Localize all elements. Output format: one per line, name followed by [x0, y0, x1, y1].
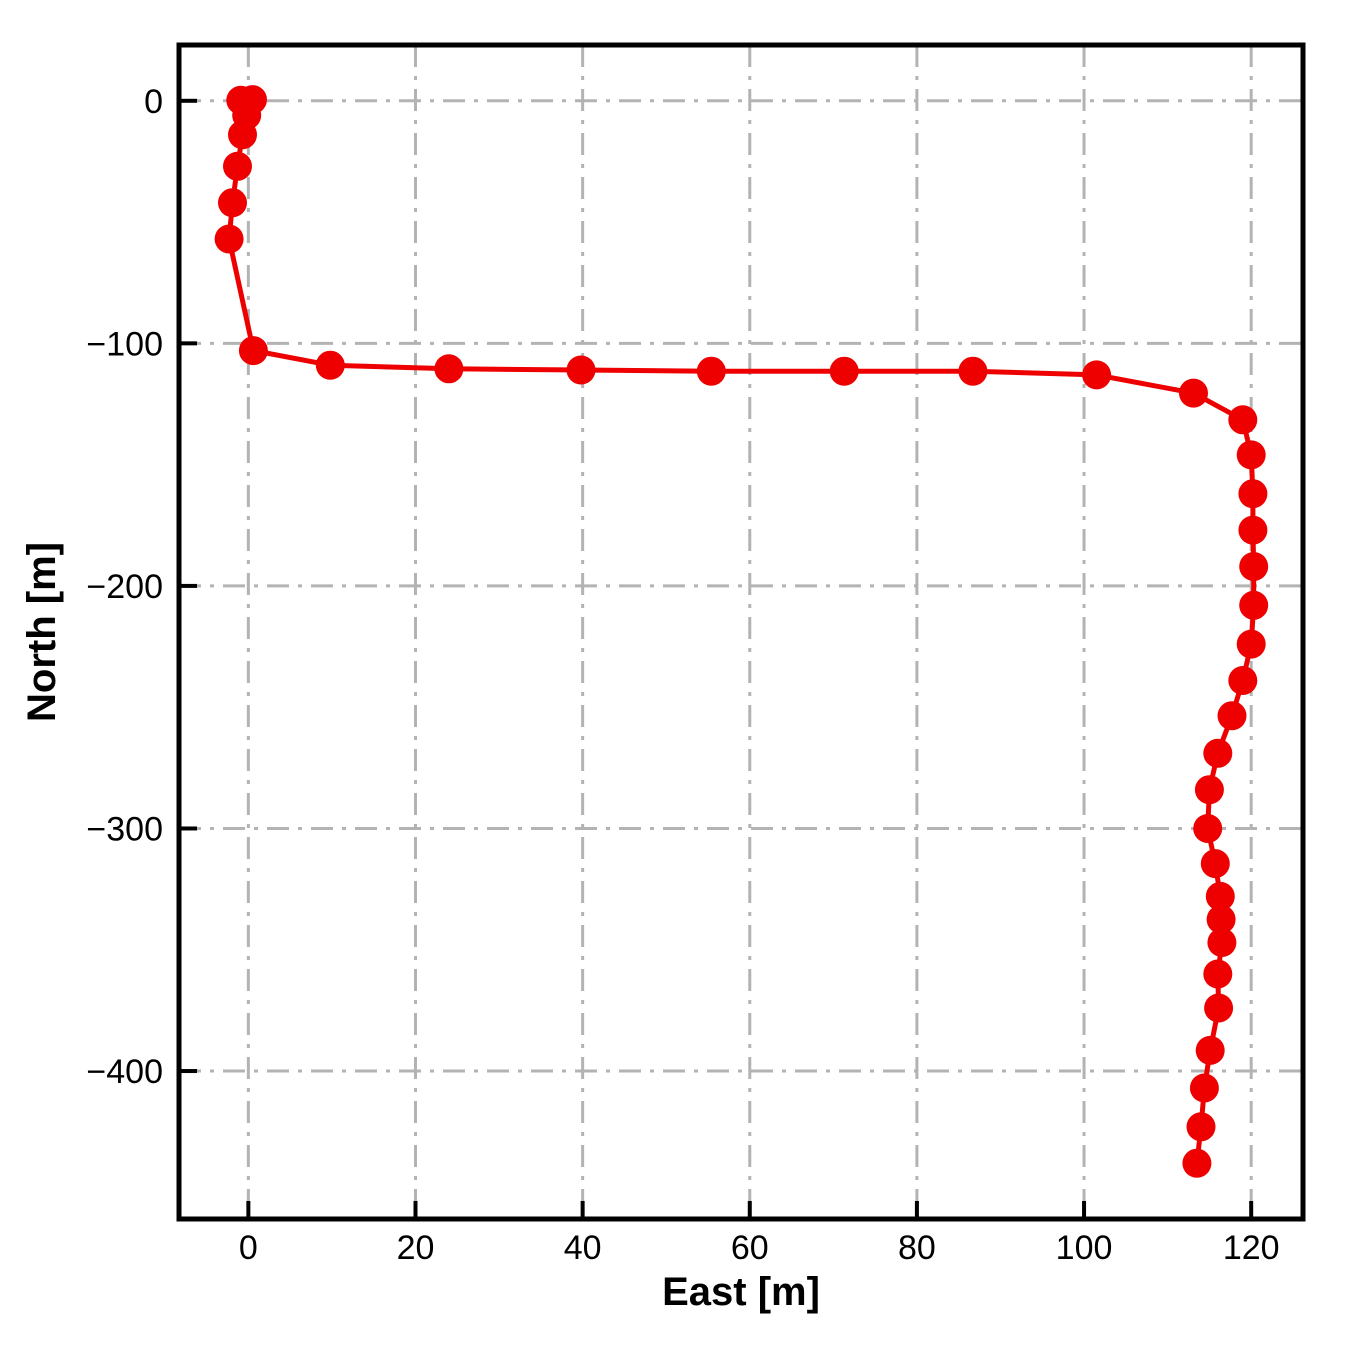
y-tick-label: −100	[86, 325, 163, 363]
trajectory-marker	[228, 120, 257, 150]
y-tick-label: −300	[86, 810, 163, 848]
y-tick-label: −200	[86, 568, 163, 606]
trajectory-marker	[1228, 666, 1258, 695]
trajectory-marker	[1207, 928, 1237, 957]
trajectory-marker	[1238, 515, 1268, 545]
x-tick-label: 60	[731, 1229, 769, 1267]
x-tick-label: 20	[397, 1229, 435, 1267]
y-axis-label: North [m]	[20, 542, 64, 722]
trajectory-marker	[1239, 552, 1269, 581]
x-tick-label: 40	[564, 1229, 602, 1267]
trajectory-marker	[1204, 993, 1234, 1023]
trajectory-marker	[214, 224, 244, 254]
trajectory-marker	[1236, 440, 1266, 470]
trajectory-marker	[434, 354, 464, 384]
trajectory-marker	[696, 356, 726, 386]
trajectory-marker	[238, 336, 268, 366]
x-tick-label: 100	[1056, 1229, 1113, 1267]
trajectory-marker	[829, 356, 859, 386]
trajectory-marker	[1238, 479, 1268, 509]
trajectory-marker	[1236, 629, 1266, 659]
x-tick-label: 80	[898, 1229, 936, 1267]
trajectory-marker	[1205, 881, 1235, 911]
x-tick-label: 120	[1223, 1229, 1280, 1267]
trajectory-marker	[1186, 1112, 1216, 1142]
y-tick-label: 0	[144, 83, 163, 121]
trajectory-marker	[1239, 590, 1269, 620]
series-layer	[214, 85, 1269, 1178]
trajectory-marker	[315, 350, 345, 380]
trajectory-marker	[218, 188, 247, 218]
trajectory-path	[226, 97, 1257, 1166]
x-axis-label: East [m]	[662, 1270, 820, 1314]
gridlines-layer	[179, 45, 1303, 1219]
trajectory-marker	[1193, 814, 1223, 843]
plot-border	[176, 42, 1306, 1222]
trajectory-marker	[1182, 1148, 1212, 1178]
trajectory-marker	[1195, 1035, 1225, 1065]
trajectory-marker	[223, 151, 252, 181]
y-tick-label: −400	[86, 1053, 163, 1091]
x-tick-label: 0	[239, 1229, 258, 1267]
trajectory-marker	[1082, 360, 1112, 390]
trajectory-marker	[1203, 738, 1233, 768]
trajectory-marker	[1200, 849, 1230, 879]
trajectory-marker	[1228, 405, 1258, 435]
trajectory-marker	[1194, 775, 1224, 805]
trajectory-marker	[958, 356, 988, 386]
trajectory-marker	[1206, 904, 1236, 934]
axes-layer	[176, 42, 1306, 1222]
tick-labels-layer: 0 20 40 60 80 100 120 0 −100 −200 −300 −400	[86, 83, 1279, 1267]
trajectory-marker	[1189, 1073, 1219, 1103]
trajectory-marker	[1217, 701, 1247, 731]
trajectory-marker	[1203, 959, 1233, 989]
trajectory-marker	[1179, 378, 1208, 408]
trajectory-marker	[566, 355, 596, 385]
